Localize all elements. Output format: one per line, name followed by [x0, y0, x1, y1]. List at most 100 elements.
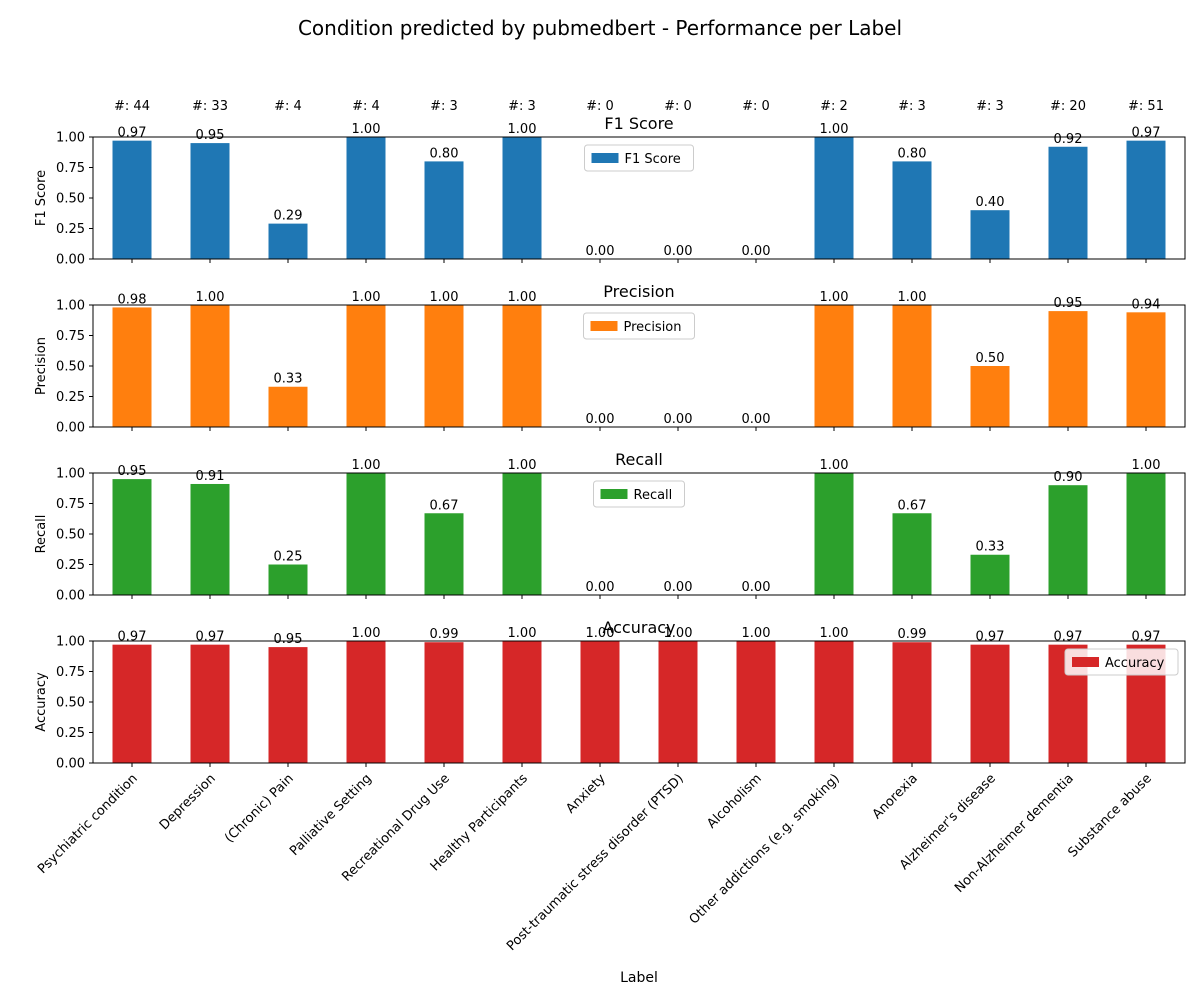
legend-label: Recall	[634, 488, 673, 503]
y-tick-label: 0.75	[56, 329, 85, 344]
bar	[892, 305, 932, 427]
bar	[190, 483, 230, 595]
data-label: 0.95	[1054, 296, 1083, 311]
data-label: 1.00	[196, 290, 225, 305]
bar	[970, 644, 1010, 763]
bar	[1048, 311, 1088, 427]
legend-swatch	[591, 153, 619, 163]
data-label: 1.00	[820, 290, 849, 305]
bar	[112, 307, 152, 427]
data-label: 0.94	[1132, 297, 1161, 312]
bar	[970, 366, 1010, 427]
data-label: 0.40	[976, 195, 1005, 210]
count-label: #: 4	[274, 99, 302, 114]
data-label: 0.00	[586, 244, 615, 259]
panel-accuracy: 0.00 0.25 0.50 0.75 1.00 0.97 0.97 0.95 1.00 0.99…	[34, 618, 1186, 772]
legend-swatch	[590, 321, 618, 331]
data-label: 0.97	[196, 630, 225, 645]
y-axis-label: Accuracy	[34, 672, 49, 732]
data-label: 0.91	[196, 469, 225, 484]
data-label: 1.00	[1132, 458, 1161, 473]
legend-box	[583, 312, 695, 340]
bar	[814, 473, 854, 595]
data-label: 0.98	[118, 292, 147, 307]
data-label: 0.95	[118, 464, 147, 479]
data-label: 0.00	[586, 580, 615, 595]
data-label: 1.00	[742, 626, 771, 641]
bar	[814, 641, 854, 763]
data-label: 0.97	[118, 630, 147, 645]
bar	[892, 642, 932, 763]
legend: Precision	[583, 312, 695, 340]
bar	[970, 554, 1010, 595]
y-tick-label: 0.75	[56, 161, 85, 176]
bar	[112, 644, 152, 763]
subplot-title: Precision	[603, 282, 674, 301]
data-label: 0.00	[664, 244, 693, 259]
data-label: 0.67	[430, 498, 459, 513]
bar	[892, 513, 932, 595]
y-tick-label: 0.50	[56, 192, 85, 207]
subplot-title: Recall	[615, 450, 663, 469]
count-label: #: 44	[114, 99, 150, 114]
data-label: 1.00	[820, 122, 849, 137]
y-tick-label: 0.25	[56, 558, 85, 573]
bar	[346, 641, 386, 763]
data-label: 0.97	[1054, 630, 1083, 645]
y-tick-label: 0.75	[56, 665, 85, 680]
data-label: 0.33	[976, 540, 1005, 555]
bar	[1048, 146, 1088, 259]
y-tick-label: 1.00	[56, 131, 85, 146]
data-label: 0.00	[664, 412, 693, 427]
data-label: 0.50	[976, 351, 1005, 366]
bar	[658, 641, 698, 763]
panel-recall: 0.00 0.25 0.50 0.75 1.00 0.95 0.91 0.25 1.00 0.67…	[34, 450, 1186, 604]
legend: Accuracy	[1064, 648, 1179, 676]
data-label: 0.95	[274, 632, 303, 647]
bar	[814, 305, 854, 427]
data-label: 1.00	[352, 458, 381, 473]
subplot-title: Accuracy	[602, 618, 675, 637]
bar	[268, 647, 308, 763]
data-label: 0.80	[898, 146, 927, 161]
legend-swatch	[1072, 657, 1099, 667]
y-axis-label: Recall	[34, 515, 49, 554]
data-label: 1.00	[820, 626, 849, 641]
legend: Recall	[593, 480, 685, 508]
y-tick-label: 0.00	[56, 757, 85, 772]
count-label: #: 0	[664, 99, 692, 114]
data-label: 0.33	[274, 372, 303, 387]
subplot-title: F1 Score	[604, 114, 673, 133]
count-label: #: 3	[508, 99, 536, 114]
count-label: #: 33	[192, 99, 228, 114]
count-label: #: 3	[898, 99, 926, 114]
bar	[1126, 140, 1166, 259]
bar	[346, 473, 386, 595]
bar	[424, 513, 464, 595]
data-label: 1.00	[508, 122, 537, 137]
y-tick-label: 0.00	[56, 253, 85, 268]
bar	[1048, 485, 1088, 595]
y-tick-label: 0.75	[56, 497, 85, 512]
bar	[112, 140, 152, 259]
count-label: #: 0	[742, 99, 770, 114]
legend-box	[584, 144, 694, 172]
data-label: 1.00	[352, 626, 381, 641]
bar	[424, 642, 464, 763]
bar	[190, 644, 230, 763]
data-label: 0.95	[196, 128, 225, 143]
bar	[346, 305, 386, 427]
data-label: 1.00	[820, 458, 849, 473]
data-label: 0.92	[1054, 132, 1083, 147]
y-axis-label: F1 Score	[34, 170, 49, 226]
data-label: 0.67	[898, 498, 927, 513]
data-label: 0.00	[742, 244, 771, 259]
y-tick-label: 0.00	[56, 589, 85, 604]
y-axis-label: Precision	[34, 337, 49, 395]
data-label: 1.00	[352, 290, 381, 305]
bar	[1126, 312, 1166, 427]
bar	[268, 386, 308, 427]
data-label: 0.99	[898, 627, 927, 642]
data-label: 0.29	[274, 209, 303, 224]
